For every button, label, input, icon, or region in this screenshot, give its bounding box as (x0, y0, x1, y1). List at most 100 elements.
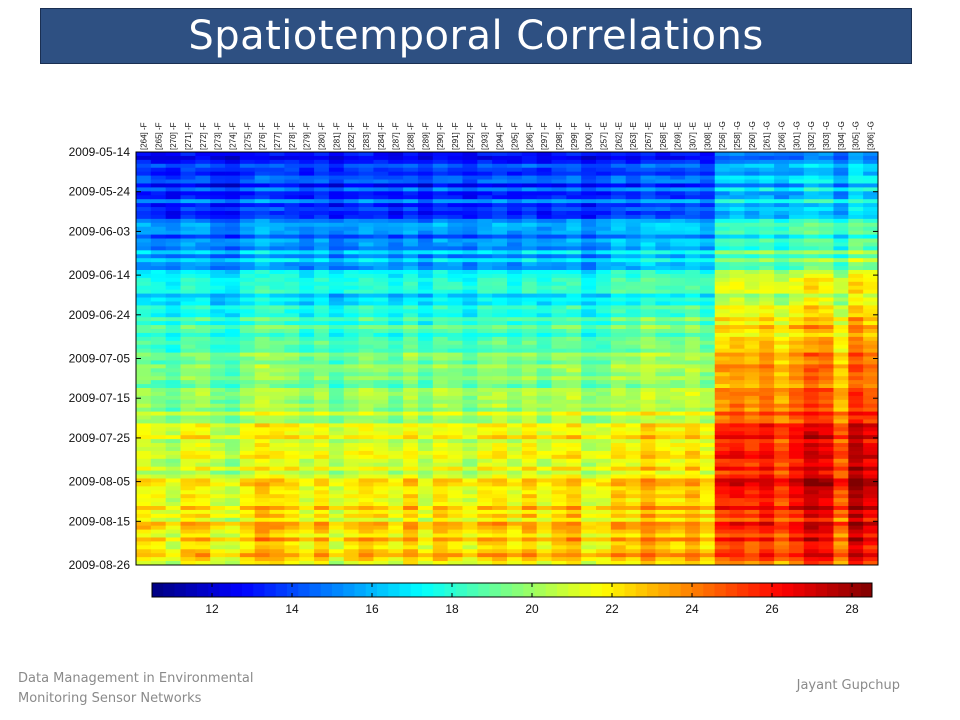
heatmap-cell (640, 509, 656, 515)
heatmap-cell (180, 411, 196, 416)
heatmap-cell (447, 521, 463, 527)
heatmap-cell (536, 238, 552, 243)
heatmap-cell (373, 211, 389, 216)
heatmap-cell (180, 490, 196, 495)
heatmap-cell (254, 340, 270, 346)
heatmap-cell (210, 234, 226, 239)
heatmap-cell (403, 427, 419, 432)
heatmap-cell (417, 254, 434, 259)
heatmap-cell (774, 187, 790, 192)
heatmap-cell (759, 234, 775, 239)
heatmap-cell (655, 486, 671, 491)
heatmap-cell (729, 419, 745, 424)
heatmap-cell (625, 321, 641, 326)
heatmap-cell (299, 175, 315, 180)
heatmap-cell (551, 273, 567, 279)
heatmap-cell (699, 301, 716, 306)
heatmap-cell (136, 191, 152, 196)
heatmap-cell (462, 152, 478, 157)
heatmap-cell (477, 431, 493, 436)
heatmap-cell (180, 454, 196, 460)
heatmap-cell (462, 336, 478, 342)
heatmap-cell (136, 297, 152, 302)
heatmap-cell (714, 238, 730, 243)
heatmap-cell (536, 553, 552, 558)
heatmap-cell (328, 163, 345, 169)
heatmap-cell (581, 462, 597, 468)
heatmap-cell (254, 478, 270, 483)
heatmap-cell (195, 541, 211, 546)
heatmap-cell (610, 376, 627, 381)
heatmap-cell (239, 356, 256, 361)
heatmap-cell (284, 431, 300, 436)
heatmap-cell (566, 317, 582, 322)
heatmap-cell (269, 384, 285, 389)
heatmap-cell (699, 152, 716, 157)
heatmap-cell (269, 187, 285, 192)
heatmap-cell (803, 246, 820, 251)
heatmap-cell (788, 207, 805, 212)
heatmap-cell (447, 242, 463, 247)
heatmap-cell (136, 549, 152, 554)
heatmap-cell (314, 486, 330, 491)
heatmap-cell (447, 494, 463, 499)
heatmap-cell (610, 537, 627, 542)
heatmap-cell (417, 462, 434, 468)
heatmap-cell (492, 462, 508, 468)
heatmap-cell (136, 352, 152, 357)
heatmap-cell (180, 262, 196, 267)
heatmap-cell (596, 384, 612, 389)
heatmap-cell (314, 155, 330, 161)
heatmap-cell (744, 443, 760, 448)
heatmap-cell (714, 498, 730, 503)
heatmap-cell (403, 325, 419, 330)
heatmap-cell (655, 545, 671, 550)
heatmap-cell (165, 561, 181, 566)
heatmap-cell (759, 356, 775, 361)
heatmap-cell (358, 207, 374, 212)
heatmap-cell (403, 329, 419, 334)
heatmap-cell (551, 356, 567, 361)
heatmap-cell (610, 329, 627, 334)
heatmap-cell (314, 297, 330, 302)
heatmap-cell (210, 258, 226, 263)
heatmap-cell (180, 167, 196, 173)
heatmap-cell (417, 557, 434, 562)
heatmap-cell (507, 498, 523, 503)
heatmap-cell (788, 435, 805, 440)
heatmap-cell (447, 250, 463, 255)
heatmap-cell (225, 305, 241, 310)
heatmap-cell (328, 399, 345, 405)
heatmap-cell (328, 175, 345, 180)
heatmap-cell (254, 395, 270, 401)
heatmap-cell (803, 478, 820, 483)
heatmap-cell (210, 222, 226, 228)
heatmap-cell (655, 509, 671, 515)
heatmap-cell (551, 336, 567, 342)
heatmap-cell (254, 317, 270, 322)
heatmap-cell (417, 270, 434, 275)
column-label: [277] -F (273, 122, 282, 150)
heatmap-cell (788, 380, 805, 385)
heatmap-cell (521, 502, 538, 507)
heatmap-cell (492, 415, 508, 420)
heatmap-cell (136, 301, 152, 306)
heatmap-cell (314, 470, 330, 475)
heatmap-cell (729, 214, 745, 220)
heatmap-cell (536, 321, 552, 326)
heatmap-cell (358, 356, 374, 361)
heatmap-cell (625, 317, 641, 322)
heatmap-cell (195, 171, 211, 176)
heatmap-cell (195, 403, 211, 409)
heatmap-cell (774, 364, 790, 369)
heatmap-cell (640, 474, 656, 479)
heatmap-cell (477, 482, 493, 487)
heatmap-cell (521, 222, 538, 228)
heatmap-cell (284, 195, 300, 200)
heatmap-cell (566, 423, 582, 428)
heatmap-cell (462, 395, 478, 401)
heatmap-cell (432, 364, 449, 369)
heatmap-cell (328, 285, 345, 291)
heatmap-cell (788, 289, 805, 294)
heatmap-cell (165, 521, 181, 527)
